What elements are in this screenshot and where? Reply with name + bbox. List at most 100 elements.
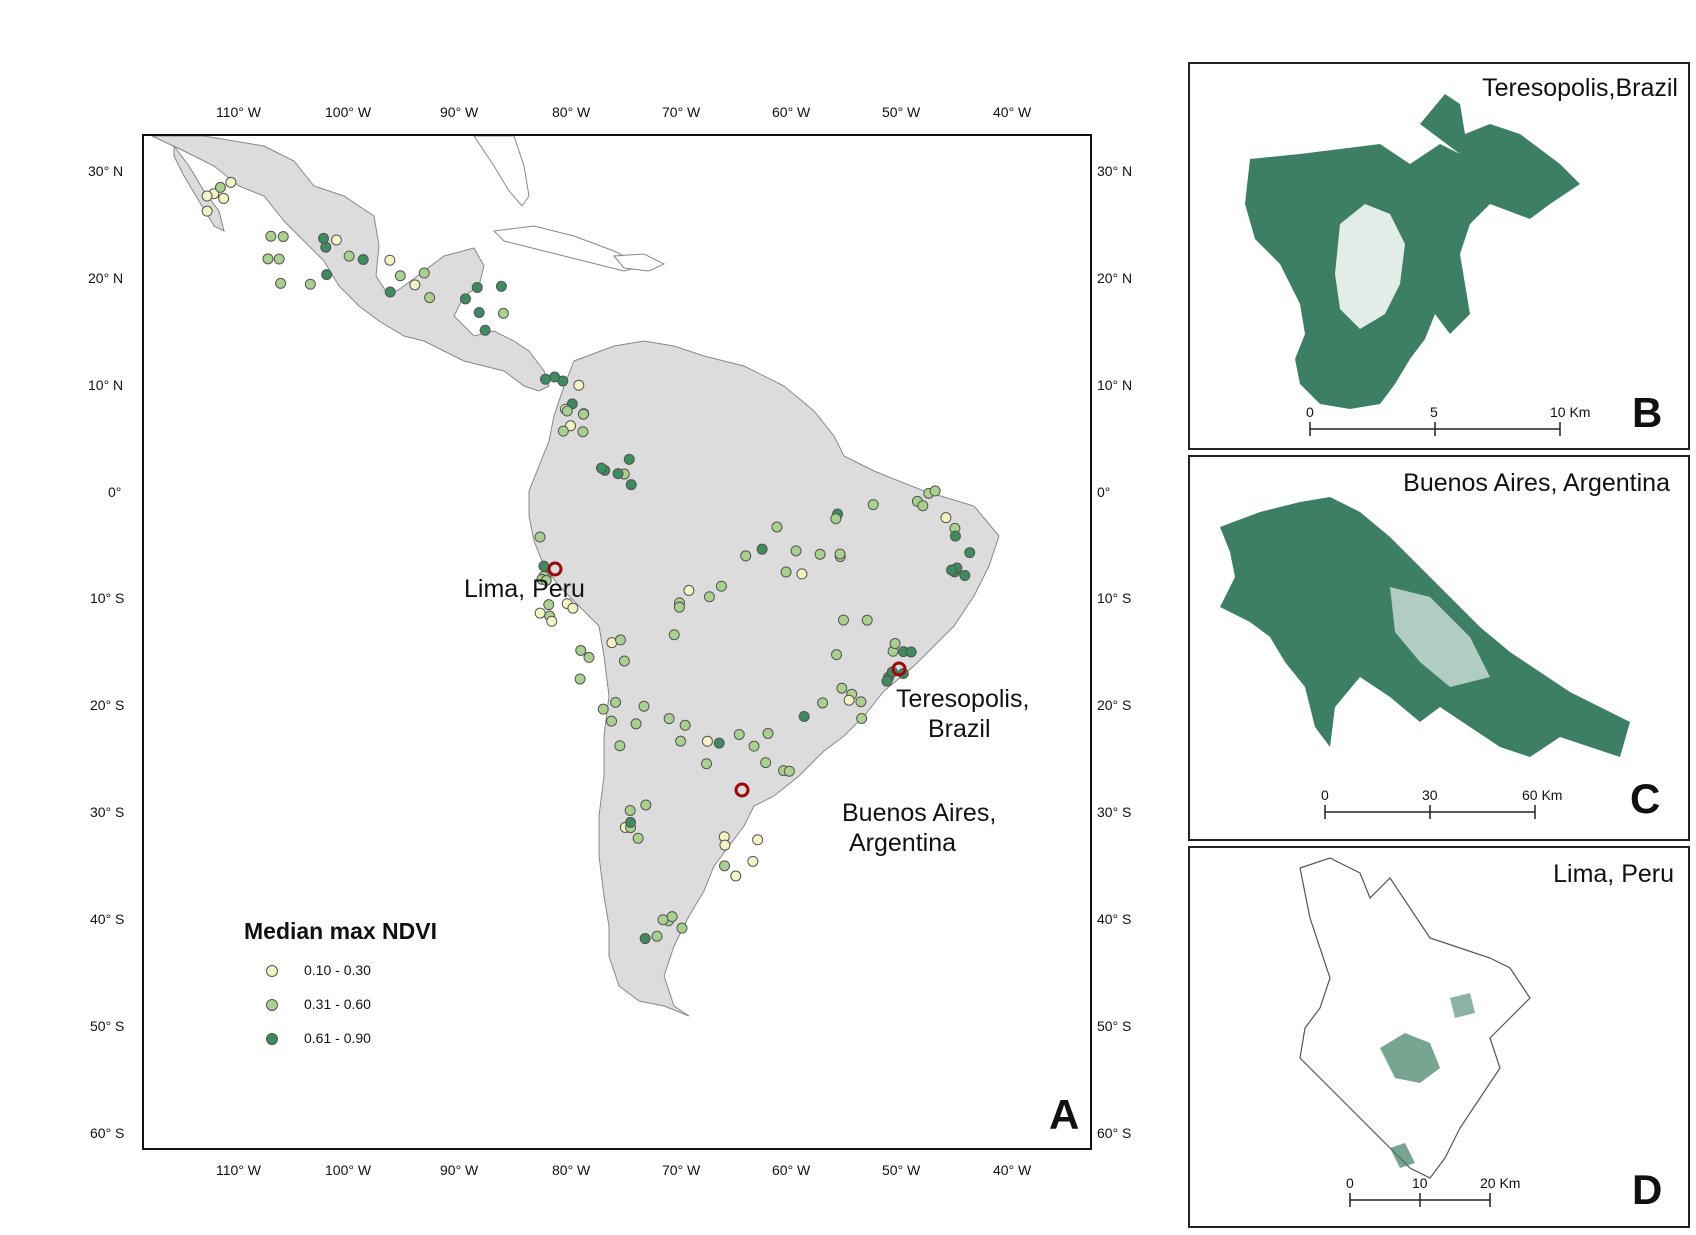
ndvi-sample-point[interactable] (783, 765, 795, 777)
ndvi-sample-point[interactable] (836, 682, 848, 694)
teresopolis-marker[interactable] (891, 661, 907, 677)
ndvi-sample-point[interactable] (549, 371, 561, 383)
buenos-aires-marker[interactable] (734, 782, 750, 798)
ndvi-sample-point[interactable] (343, 250, 355, 262)
ndvi-sample-point[interactable] (713, 737, 725, 749)
ndvi-sample-point[interactable] (679, 719, 691, 731)
ndvi-sample-point[interactable] (473, 306, 485, 318)
ndvi-sample-point[interactable] (831, 649, 843, 661)
ndvi-sample-point[interactable] (834, 548, 846, 560)
ndvi-sample-point[interactable] (575, 644, 587, 656)
ndvi-sample-point[interactable] (384, 254, 396, 266)
ndvi-sample-point[interactable] (861, 614, 873, 626)
ndvi-sample-point[interactable] (595, 462, 607, 474)
ndvi-sample-point[interactable] (567, 602, 579, 614)
ndvi-sample-point[interactable] (459, 293, 471, 305)
ndvi-sample-point[interactable] (318, 232, 330, 244)
ndvi-sample-point[interactable] (673, 601, 685, 613)
ndvi-sample-point[interactable] (675, 735, 687, 747)
ndvi-sample-point[interactable] (830, 513, 842, 525)
ndvi-sample-point[interactable] (538, 560, 550, 572)
ndvi-sample-point[interactable] (384, 286, 396, 298)
ndvi-sample-point[interactable] (949, 530, 961, 542)
ndvi-sample-point[interactable] (733, 728, 745, 740)
ndvi-sample-point[interactable] (756, 543, 768, 555)
ndvi-sample-point[interactable] (357, 254, 369, 266)
ndvi-sample-point[interactable] (534, 607, 546, 619)
ndvi-sample-point[interactable] (796, 568, 808, 580)
ndvi-sample-point[interactable] (640, 799, 652, 811)
ndvi-sample-point[interactable] (651, 930, 663, 942)
ndvi-sample-point[interactable] (817, 697, 829, 709)
ndvi-sample-point[interactable] (762, 727, 774, 739)
ndvi-sample-point[interactable] (540, 574, 552, 586)
ndvi-sample-point[interactable] (668, 629, 680, 641)
ndvi-sample-point[interactable] (624, 816, 636, 828)
ndvi-sample-point[interactable] (715, 580, 727, 592)
ndvi-sample-point[interactable] (618, 655, 630, 667)
ndvi-sample-point[interactable] (639, 933, 651, 945)
ndvi-sample-point[interactable] (747, 855, 759, 867)
ndvi-sample-point[interactable] (666, 911, 678, 923)
ndvi-sample-point[interactable] (418, 267, 430, 279)
ndvi-sample-point[interactable] (583, 651, 595, 663)
ndvi-sample-point[interactable] (201, 205, 213, 217)
ndvi-sample-point[interactable] (719, 839, 731, 851)
ndvi-sample-point[interactable] (409, 279, 421, 291)
ndvi-sample-point[interactable] (940, 512, 952, 524)
ndvi-sample-point[interactable] (495, 280, 507, 292)
ndvi-sample-point[interactable] (701, 758, 713, 770)
ndvi-sample-point[interactable] (843, 694, 855, 706)
ndvi-sample-point[interactable] (539, 373, 551, 385)
ndvi-sample-point[interactable] (905, 646, 917, 658)
ndvi-sample-point[interactable] (331, 234, 343, 246)
ndvi-sample-point[interactable] (657, 914, 669, 926)
ndvi-sample-point[interactable] (615, 634, 627, 646)
ndvi-sample-point[interactable] (624, 805, 636, 817)
ndvi-sample-point[interactable] (225, 176, 237, 188)
ndvi-sample-point[interactable] (703, 591, 715, 603)
ndvi-sample-point[interactable] (630, 718, 642, 730)
ndvi-sample-point[interactable] (676, 922, 688, 934)
ndvi-sample-point[interactable] (760, 757, 772, 769)
ndvi-sample-point[interactable] (752, 834, 764, 846)
ndvi-sample-point[interactable] (273, 253, 285, 265)
ndvi-sample-point[interactable] (837, 614, 849, 626)
ndvi-sample-point[interactable] (561, 405, 573, 417)
ndvi-sample-point[interactable] (577, 426, 589, 438)
ndvi-sample-point[interactable] (856, 712, 868, 724)
ndvi-sample-point[interactable] (573, 379, 585, 391)
ndvi-sample-point[interactable] (479, 324, 491, 336)
ndvi-sample-point[interactable] (625, 479, 637, 491)
ndvi-sample-point[interactable] (546, 615, 558, 627)
ndvi-sample-point[interactable] (964, 547, 976, 559)
ndvi-sample-point[interactable] (798, 710, 810, 722)
ndvi-sample-point[interactable] (881, 675, 893, 687)
ndvi-sample-point[interactable] (543, 599, 555, 611)
ndvi-sample-point[interactable] (612, 468, 624, 480)
ndvi-sample-point[interactable] (565, 420, 577, 432)
ndvi-sample-point[interactable] (497, 307, 509, 319)
ndvi-sample-point[interactable] (730, 870, 742, 882)
ndvi-sample-point[interactable] (610, 696, 622, 708)
ndvi-sample-point[interactable] (424, 292, 436, 304)
ndvi-sample-point[interactable] (394, 270, 406, 282)
ndvi-sample-point[interactable] (265, 230, 277, 242)
ndvi-sample-point[interactable] (740, 550, 752, 562)
ndvi-sample-point[interactable] (929, 485, 941, 497)
ndvi-sample-point[interactable] (790, 545, 802, 557)
ndvi-sample-point[interactable] (321, 269, 333, 281)
ndvi-sample-point[interactable] (262, 253, 274, 265)
ndvi-sample-point[interactable] (597, 703, 609, 715)
ndvi-sample-point[interactable] (304, 278, 316, 290)
ndvi-sample-point[interactable] (889, 638, 901, 650)
ndvi-sample-point[interactable] (683, 584, 695, 596)
lima-marker[interactable] (547, 561, 563, 577)
ndvi-sample-point[interactable] (614, 740, 626, 752)
ndvi-sample-point[interactable] (748, 740, 760, 752)
ndvi-sample-point[interactable] (946, 564, 958, 576)
ndvi-sample-point[interactable] (277, 231, 289, 243)
ndvi-sample-point[interactable] (719, 860, 731, 872)
ndvi-sample-point[interactable] (574, 673, 586, 685)
ndvi-sample-point[interactable] (780, 566, 792, 578)
